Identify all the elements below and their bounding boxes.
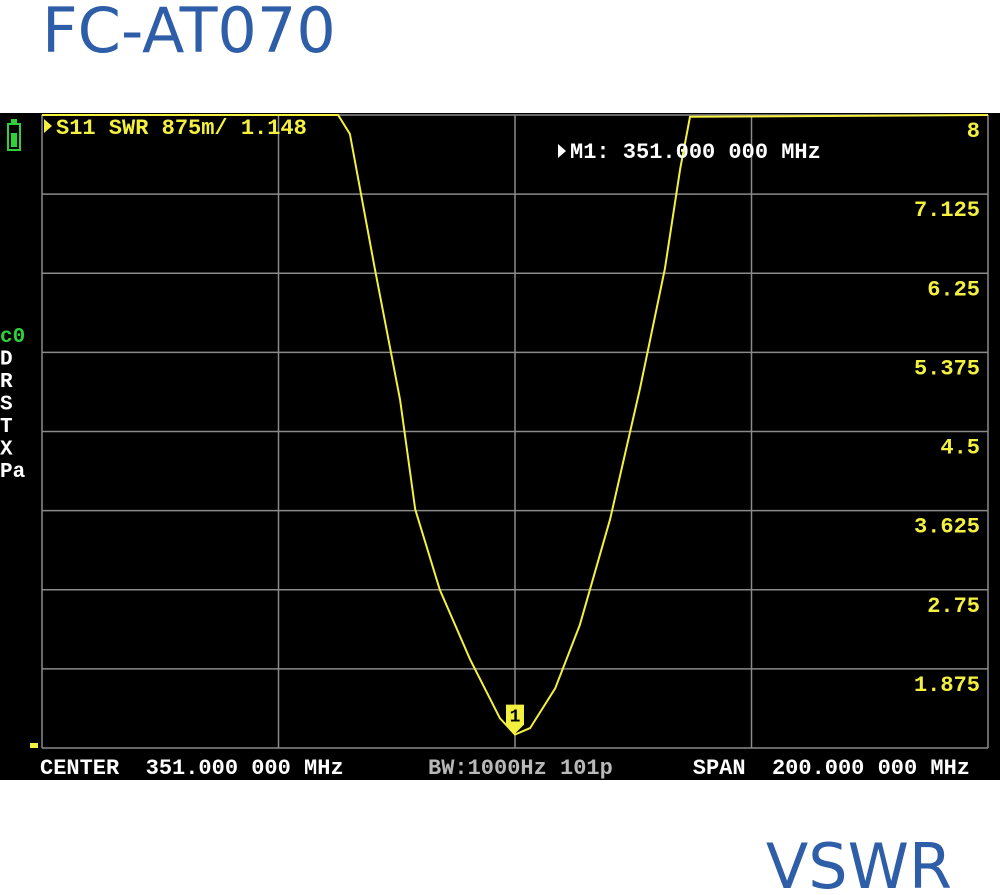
trace-line — [42, 114, 989, 736]
side-label: c0 — [0, 326, 25, 349]
plot-area — [42, 114, 989, 736]
center-label: CENTER 351.000 000 MHz — [40, 756, 344, 781]
marker-number: 1 — [510, 708, 521, 728]
y-tick-label: 4.5 — [940, 436, 980, 461]
trace-label: S11 SWR 875m/ 1.148 — [56, 116, 307, 141]
marker: 1 — [506, 704, 524, 734]
page-title: FC-AT070 — [42, 0, 336, 67]
reference-marker — [30, 743, 38, 748]
side-label: D — [0, 349, 13, 372]
y-tick-label: 8 — [967, 119, 980, 144]
y-tick-label: 3.625 — [914, 515, 980, 540]
page-caption: VSWR — [766, 830, 952, 895]
y-tick-label: 7.125 — [914, 198, 980, 223]
y-tick-label: 6.25 — [927, 277, 980, 302]
y-tick-label: 1.875 — [914, 673, 980, 698]
battery-icon — [7, 119, 21, 151]
side-label: S — [0, 394, 13, 417]
trace-pointer — [44, 119, 52, 133]
side-label: T — [0, 416, 13, 439]
marker-box — [506, 704, 524, 734]
y-tick-label: 2.75 — [927, 594, 980, 619]
side-label: X — [0, 439, 13, 462]
bandwidth-label: BW:1000Hz 101p — [428, 756, 613, 781]
marker-pointer — [558, 144, 566, 158]
side-label: R — [0, 371, 13, 394]
marker-label: M1: 351.000 000 MHz — [570, 140, 821, 165]
side-label: Pa — [0, 461, 26, 484]
span-label: SPAN 200.000 000 MHz — [693, 756, 970, 781]
y-tick-label: 5.375 — [914, 356, 980, 381]
screen — [0, 113, 1000, 780]
